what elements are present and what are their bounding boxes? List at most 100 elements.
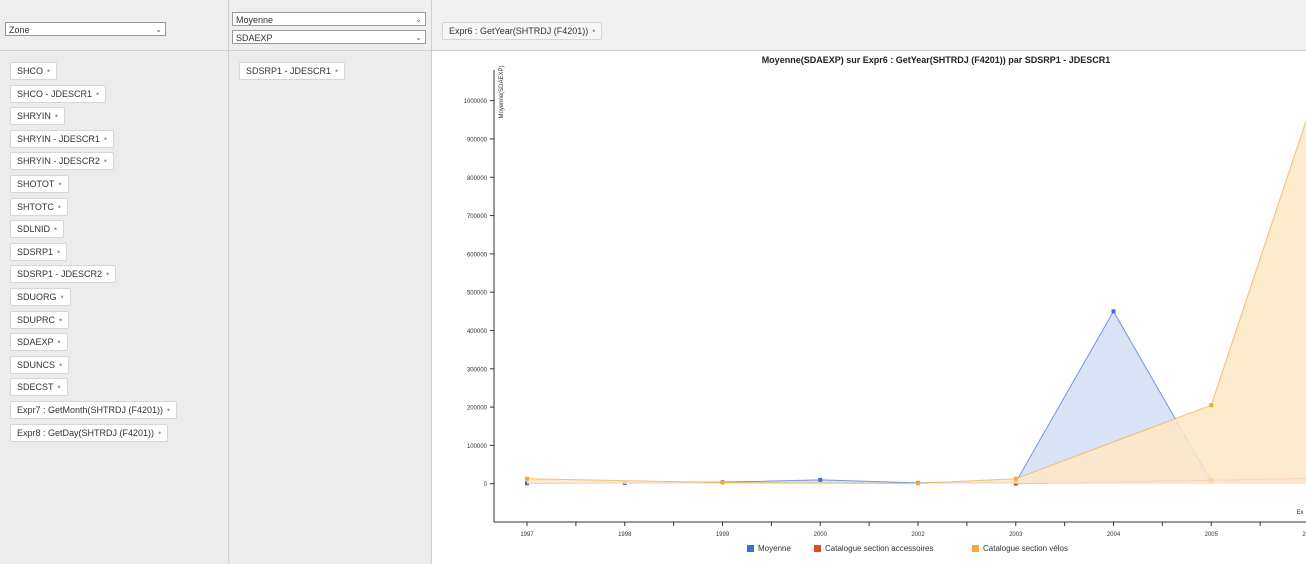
y-tick-label: 300000 <box>467 367 488 373</box>
x-axis-title: Ex <box>1296 510 1303 516</box>
measure-bar: Moyenne ⌄ SDAEXP ⌄ <box>229 0 431 51</box>
zone-select-value: Zone <box>9 25 30 35</box>
x-tick-label: 2003 <box>1009 532 1023 538</box>
field-pill[interactable]: SHCO - JDESCR1 • <box>10 85 107 103</box>
field-pill[interactable]: SDAEXP • <box>10 333 68 351</box>
measure-select-value: SDAEXP <box>236 33 273 43</box>
x-tick-label: 2006 <box>1302 532 1306 538</box>
pill-marker: • <box>60 292 64 302</box>
x-tick-label: 2002 <box>911 532 925 538</box>
x-tick-label: 2000 <box>814 532 828 538</box>
x-tick-label: 1997 <box>520 532 534 538</box>
series-line <box>526 119 1306 484</box>
field-label: SHCO - JDESCR1 <box>17 89 93 99</box>
field-label: SHTOTC <box>17 202 54 212</box>
data-point <box>1013 476 1018 481</box>
field-pill[interactable]: SDSRP1 - JDESCR2 • <box>10 265 117 283</box>
field-pill[interactable]: SDLNID • <box>10 220 65 238</box>
field-pill[interactable]: SDUPRC • <box>10 311 70 329</box>
field-label: SDECST <box>17 382 54 392</box>
pill-marker: • <box>54 111 58 121</box>
field-label: SDSRP1 <box>17 247 54 257</box>
legend-label: Moyenne <box>758 544 791 553</box>
rows-panel: Moyenne ⌄ SDAEXP ⌄ SDSRP1 - JDESCR1 • <box>229 0 432 564</box>
pill-marker: • <box>592 26 596 36</box>
pill-marker: • <box>57 337 61 347</box>
field-label: SDLNID <box>17 224 51 234</box>
y-tick-label: 900000 <box>467 137 488 143</box>
pill-marker: • <box>96 89 100 99</box>
series-area <box>527 311 1212 484</box>
field-label: SDUNCS <box>17 360 56 370</box>
field-pill[interactable]: SHRYIN • <box>10 107 65 125</box>
field-pill[interactable]: Expr7 : GetMonth(SHTRDJ (F4201)) • <box>10 401 178 419</box>
x-tick-label: 1999 <box>716 532 730 538</box>
field-label: Expr8 : GetDay(SHTRDJ (F4201)) <box>17 428 155 438</box>
x-tick-label: 1998 <box>618 532 632 538</box>
chart-title: Moyenne(SDAEXP) sur Expr6 : GetYear(SHTR… <box>762 55 1111 65</box>
data-point <box>525 476 529 481</box>
field-pill[interactable]: SHRYIN - JDESCR1 • <box>10 130 115 148</box>
area-chart: Moyenne(SDAEXP) sur Expr6 : GetYear(SHTR… <box>464 55 1306 553</box>
field-pill[interactable]: Expr8 : GetDay(SHTRDJ (F4201)) • <box>10 424 169 442</box>
pill-marker: • <box>106 269 110 279</box>
measure-select[interactable]: SDAEXP ⌄ <box>232 30 426 44</box>
pill-marker: • <box>167 405 171 415</box>
field-pill[interactable]: SHOTOT • <box>10 175 69 193</box>
field-label: SDAEXP <box>17 337 54 347</box>
chevron-down-icon: ⌄ <box>415 33 422 42</box>
pill-marker: • <box>158 428 162 438</box>
aggregation-select[interactable]: Moyenne ⌄ <box>232 12 426 26</box>
pill-marker: • <box>103 156 108 166</box>
row-field-pill[interactable]: SDSRP1 - JDESCR1 • <box>239 62 346 80</box>
zone-select[interactable]: Zone ⌄ <box>5 22 166 36</box>
zone-bar: Zone ⌄ <box>0 0 228 51</box>
column-field-pill[interactable]: Expr6 : GetYear(SHTRDJ (F4201)) • <box>442 22 603 40</box>
y-tick-label: 700000 <box>467 214 488 220</box>
field-label: Expr7 : GetMonth(SHTRDJ (F4201)) <box>17 405 164 415</box>
field-pill[interactable]: SHRYIN - JDESCR2 • <box>10 152 115 170</box>
y-tick-label: 600000 <box>467 252 488 258</box>
pill-marker: • <box>57 202 61 212</box>
pill-marker: • <box>57 247 61 257</box>
x-tick-label: 2005 <box>1205 532 1219 538</box>
legend-label: Catalogue section accessoires <box>825 544 934 553</box>
chevron-down-icon: ⌄ <box>415 15 422 24</box>
data-point <box>818 477 823 482</box>
field-label: SDUPRC <box>17 315 56 325</box>
data-point <box>720 480 725 485</box>
legend-label: Catalogue section vélos <box>983 544 1068 553</box>
chevron-down-icon: ⌄ <box>155 25 162 34</box>
legend-swatch <box>747 545 754 552</box>
field-pill[interactable]: SHCO • <box>10 62 58 80</box>
data-point <box>1209 403 1214 408</box>
y-tick-label: 400000 <box>467 329 488 335</box>
legend-swatch <box>814 545 821 552</box>
aggregation-select-value: Moyenne <box>236 15 274 25</box>
field-pill[interactable]: SDSRP1 • <box>10 243 68 261</box>
data-point <box>1111 309 1116 314</box>
field-pill[interactable]: SDUNCS • <box>10 356 70 374</box>
column-bar: Expr6 : GetYear(SHTRDJ (F4201)) • <box>432 0 1306 51</box>
pill-marker: • <box>57 382 61 392</box>
field-pill[interactable]: SDECST • <box>10 378 68 396</box>
pill-marker: • <box>59 315 63 325</box>
data-point <box>916 481 920 486</box>
field-pill[interactable]: SHTOTC • <box>10 198 68 216</box>
field-label: SDSRP1 - JDESCR2 <box>17 269 103 279</box>
chart-panel: Expr6 : GetYear(SHTRDJ (F4201)) • Moyenne… <box>432 0 1306 564</box>
y-tick-label: 800000 <box>467 176 488 182</box>
field-pill[interactable]: SDUORG • <box>10 288 71 306</box>
y-tick-label: 100000 <box>467 444 488 450</box>
field-label: SHRYIN - JDESCR2 <box>17 156 100 166</box>
legend-swatch <box>972 545 979 552</box>
pill-marker: • <box>59 360 63 370</box>
y-tick-label: 500000 <box>467 291 488 297</box>
field-label: SDUORG <box>17 292 57 302</box>
pill-marker: • <box>103 134 108 144</box>
fields-panel: Zone ⌄ SHCO • SHCO - JDESCR1 • SHRYIN • SHRYIN… <box>0 0 229 564</box>
y-axis-title: Moyenne(SDAEXP) <box>499 65 505 118</box>
field-label: SHRYIN <box>17 111 51 121</box>
field-label: SHOTOT <box>17 179 55 189</box>
field-label: SHRYIN - JDESCR1 <box>17 134 100 144</box>
